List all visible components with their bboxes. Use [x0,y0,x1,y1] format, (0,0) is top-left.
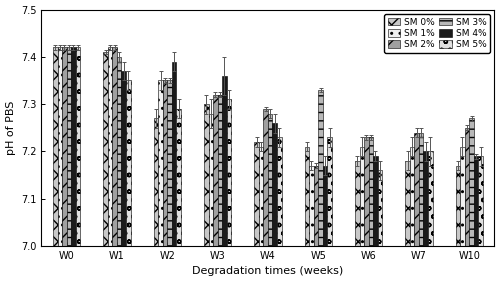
Bar [254,142,259,246]
Bar [104,52,108,246]
Bar [66,47,71,246]
Bar [208,114,213,246]
Bar [158,80,163,246]
Bar [328,137,332,246]
Bar [428,151,432,246]
Bar [368,137,373,246]
Bar [419,133,424,246]
Bar [204,104,208,246]
Bar [168,80,172,246]
Bar [126,80,130,246]
Bar [122,71,126,246]
Bar [318,90,323,246]
Bar [406,161,410,246]
Bar [323,166,328,246]
Bar [478,156,483,246]
X-axis label: Degradation times (weeks): Degradation times (weeks) [192,266,344,276]
Bar [222,76,226,246]
Bar [71,47,76,246]
Bar [154,118,158,246]
Bar [53,47,58,246]
Bar [62,47,66,246]
Bar [268,114,272,246]
Bar [213,95,218,246]
Bar [172,61,176,246]
Bar [112,47,117,246]
Bar [218,95,222,246]
Bar [277,137,281,246]
Bar [272,123,277,246]
Y-axis label: pH of PBS: pH of PBS [6,101,16,155]
Bar [309,166,314,246]
Bar [58,47,62,246]
Bar [360,147,364,246]
Bar [464,128,469,246]
Bar [76,47,80,246]
Bar [117,57,121,246]
Bar [364,137,368,246]
Bar [176,109,181,246]
Bar [414,133,419,246]
Bar [470,118,474,246]
Bar [474,156,478,246]
Bar [456,166,460,246]
Bar [226,100,231,246]
Bar [314,166,318,246]
Bar [355,161,360,246]
Bar [373,156,378,246]
Bar [304,147,309,246]
Bar [259,147,264,246]
Legend: SM 0%, SM 1%, SM 2%, SM 3%, SM 4%, SM 5%: SM 0%, SM 1%, SM 2%, SM 3%, SM 4%, SM 5% [384,14,490,53]
Bar [410,147,414,246]
Bar [108,47,112,246]
Bar [460,147,464,246]
Bar [424,151,428,246]
Bar [163,80,168,246]
Bar [264,109,268,246]
Bar [378,170,382,246]
